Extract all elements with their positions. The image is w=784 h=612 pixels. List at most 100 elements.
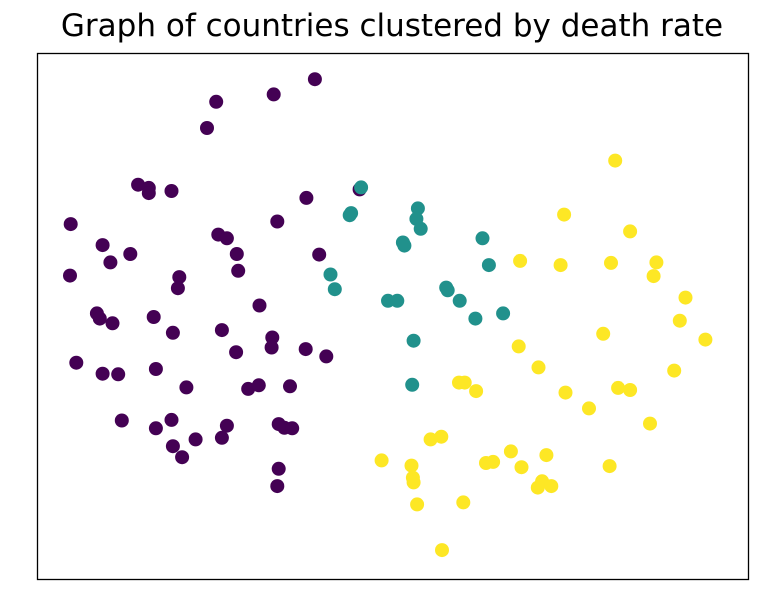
scatter-point bbox=[252, 298, 267, 313]
scatter-point bbox=[266, 87, 281, 102]
scatter-point bbox=[530, 480, 545, 495]
scatter-point bbox=[406, 333, 421, 348]
scatter-point bbox=[105, 316, 120, 331]
scatter-point bbox=[434, 429, 449, 444]
scatter-point bbox=[251, 378, 266, 393]
scatter-point bbox=[531, 360, 546, 375]
scatter-point bbox=[209, 94, 224, 109]
scatter-point bbox=[678, 290, 693, 305]
scatter-point bbox=[265, 330, 280, 345]
scatter-point bbox=[623, 383, 638, 397]
scatter-point bbox=[611, 380, 626, 395]
scatter-point bbox=[231, 263, 246, 278]
scatter-point bbox=[496, 306, 511, 321]
scatter-point bbox=[271, 461, 286, 476]
scatter-point bbox=[486, 454, 501, 469]
scatter-point bbox=[92, 311, 107, 326]
scatter-point bbox=[323, 267, 338, 282]
scatter-point bbox=[229, 345, 244, 360]
scatter-point bbox=[643, 416, 657, 431]
scatter-point bbox=[503, 444, 518, 459]
scatter-point bbox=[423, 432, 438, 447]
scatter-point bbox=[63, 268, 77, 283]
scatter-point bbox=[354, 180, 369, 195]
scatter-point bbox=[170, 281, 185, 296]
scatter-point bbox=[342, 208, 357, 223]
scatter-point bbox=[148, 421, 163, 436]
scatter-point bbox=[146, 310, 161, 324]
scatter-point bbox=[511, 339, 526, 354]
scatter-point bbox=[229, 247, 244, 261]
scatter-point bbox=[264, 340, 279, 355]
scatter-point bbox=[200, 121, 214, 135]
scatter-point bbox=[608, 153, 623, 168]
scatter-point bbox=[596, 326, 611, 341]
scatter-point bbox=[148, 362, 163, 376]
scatter-point bbox=[283, 379, 297, 394]
scatter-point bbox=[452, 293, 467, 308]
scatter-point bbox=[214, 430, 229, 445]
scatter-point bbox=[219, 418, 234, 433]
scatter-point bbox=[164, 184, 179, 198]
scatter-point bbox=[602, 459, 617, 474]
scatter-point bbox=[553, 258, 568, 273]
scatter-point bbox=[298, 342, 313, 357]
scatter-point bbox=[468, 311, 483, 326]
scatter-point bbox=[406, 475, 421, 490]
scatter-point bbox=[327, 282, 342, 297]
scatter-point bbox=[410, 201, 425, 216]
scatter-point bbox=[649, 255, 664, 270]
scatter-point bbox=[299, 190, 314, 205]
scatter-point bbox=[514, 460, 529, 475]
scatter-point bbox=[457, 375, 472, 390]
scatter-point bbox=[469, 384, 484, 399]
scatter-point bbox=[114, 413, 129, 428]
scatter-point bbox=[475, 231, 490, 246]
scatter-point bbox=[111, 367, 126, 382]
scatter-point bbox=[285, 421, 300, 436]
scatter-point bbox=[513, 253, 528, 268]
scatter-point bbox=[404, 458, 419, 473]
scatter-point bbox=[672, 313, 687, 328]
scatter-point bbox=[219, 231, 234, 246]
scatter-point bbox=[69, 355, 84, 370]
scatter-point bbox=[141, 186, 156, 201]
chart-title: Graph of countries clustered by death ra… bbox=[60, 8, 724, 44]
scatter-point bbox=[558, 385, 573, 400]
scatter-point bbox=[539, 448, 554, 463]
scatter-point bbox=[175, 450, 190, 465]
scatter-point bbox=[270, 214, 285, 229]
scatter-point bbox=[319, 349, 334, 364]
scatter-point bbox=[188, 432, 203, 447]
scatter-point bbox=[413, 221, 428, 236]
scatter-point bbox=[312, 247, 327, 262]
scatter-point bbox=[95, 238, 110, 253]
scatter-point bbox=[307, 72, 322, 87]
scatter-point bbox=[667, 363, 682, 378]
scatter-point bbox=[172, 270, 187, 285]
scatter-point bbox=[604, 255, 618, 270]
scatter-point bbox=[95, 366, 110, 381]
scatter-point bbox=[582, 401, 596, 416]
scatter-point bbox=[103, 255, 118, 270]
scatter-point bbox=[131, 177, 146, 192]
scatter-point bbox=[557, 207, 572, 222]
scatter-point bbox=[241, 381, 256, 396]
scatter-point bbox=[456, 495, 471, 510]
scatter-point bbox=[390, 293, 405, 308]
scatter-point bbox=[646, 269, 661, 284]
scatter-point bbox=[435, 543, 449, 558]
scatter-point bbox=[164, 412, 179, 427]
scatter-point bbox=[481, 258, 496, 273]
scatter-point bbox=[405, 377, 420, 392]
scatter-point bbox=[698, 332, 713, 347]
scatter-point bbox=[410, 497, 425, 512]
scatter-point bbox=[214, 323, 229, 338]
scatter-point bbox=[123, 247, 138, 261]
scatter-point bbox=[165, 439, 180, 454]
scatter-point bbox=[165, 325, 180, 340]
scatter-point bbox=[440, 283, 455, 298]
scatter-point bbox=[397, 238, 412, 253]
scatter-point bbox=[374, 453, 389, 468]
scatter-point bbox=[179, 380, 194, 395]
